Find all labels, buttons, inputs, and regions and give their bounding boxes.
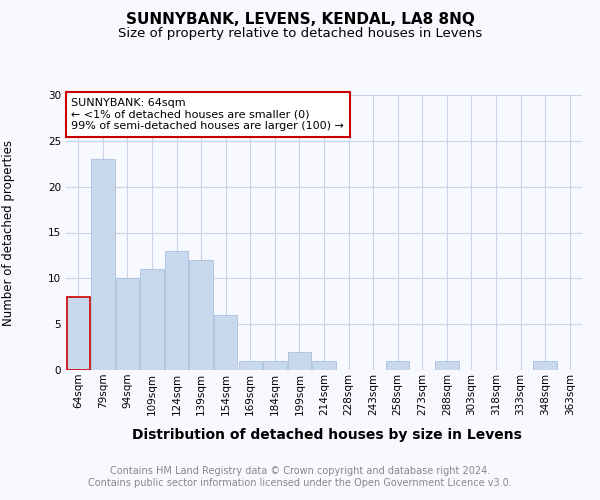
- Bar: [288, 352, 311, 370]
- Bar: [67, 296, 90, 370]
- Bar: [239, 361, 262, 370]
- Text: Distribution of detached houses by size in Levens: Distribution of detached houses by size …: [132, 428, 522, 442]
- Text: SUNNYBANK, LEVENS, KENDAL, LA8 8NQ: SUNNYBANK, LEVENS, KENDAL, LA8 8NQ: [125, 12, 475, 28]
- Text: Contains HM Land Registry data © Crown copyright and database right 2024.
Contai: Contains HM Land Registry data © Crown c…: [88, 466, 512, 487]
- Bar: [116, 278, 139, 370]
- Bar: [386, 361, 409, 370]
- Text: Number of detached properties: Number of detached properties: [2, 140, 16, 326]
- Bar: [190, 260, 213, 370]
- Bar: [91, 159, 115, 370]
- Bar: [313, 361, 335, 370]
- Bar: [140, 269, 164, 370]
- Text: Size of property relative to detached houses in Levens: Size of property relative to detached ho…: [118, 28, 482, 40]
- Bar: [263, 361, 287, 370]
- Text: SUNNYBANK: 64sqm
← <1% of detached houses are smaller (0)
99% of semi-detached h: SUNNYBANK: 64sqm ← <1% of detached house…: [71, 98, 344, 131]
- Bar: [165, 251, 188, 370]
- Bar: [214, 315, 238, 370]
- Bar: [435, 361, 458, 370]
- Bar: [533, 361, 557, 370]
